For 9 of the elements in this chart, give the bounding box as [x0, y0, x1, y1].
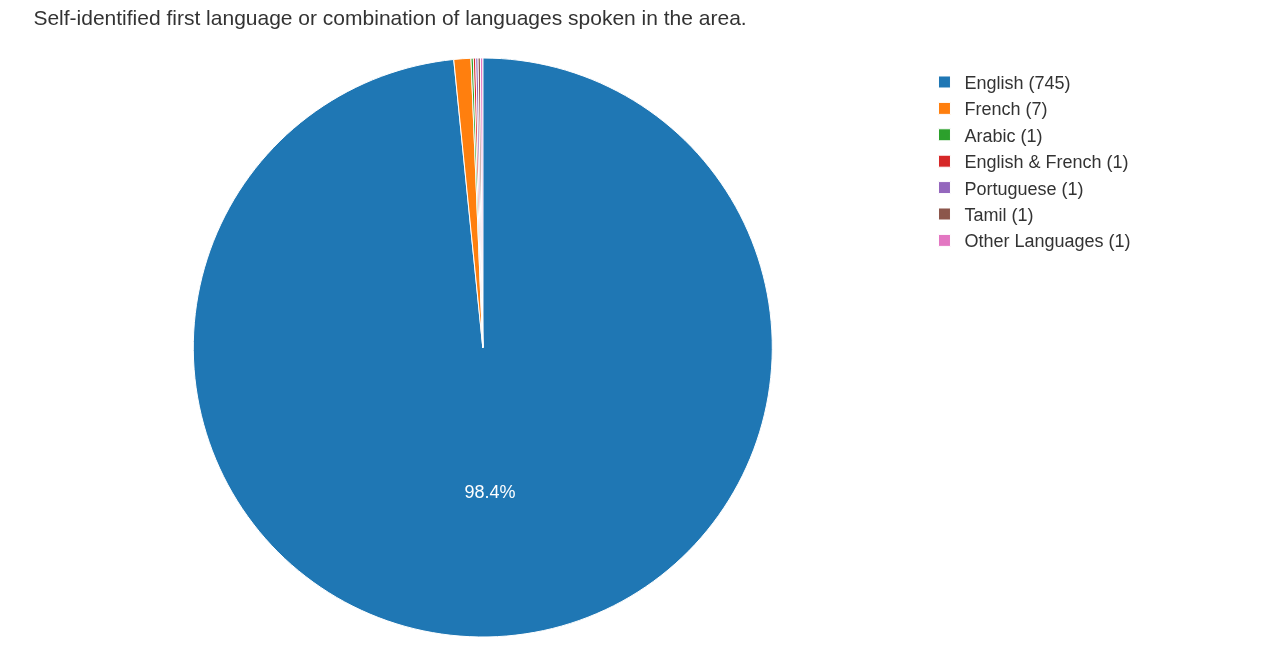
data-label: 98.4% — [464, 482, 516, 503]
legend-label: English (745) — [964, 73, 1071, 94]
legend-label: Portuguese (1) — [964, 178, 1084, 199]
legend-label: French (7) — [964, 99, 1048, 120]
legend-label: Arabic (1) — [964, 125, 1043, 146]
legend-label: Tamil (1) — [964, 205, 1034, 226]
legend-label: English & French (1) — [964, 152, 1129, 173]
legend-label: Other Languages (1) — [964, 231, 1131, 252]
chart-title: Self-identified first language or combination of languages spoken in the area. — [33, 5, 747, 29]
